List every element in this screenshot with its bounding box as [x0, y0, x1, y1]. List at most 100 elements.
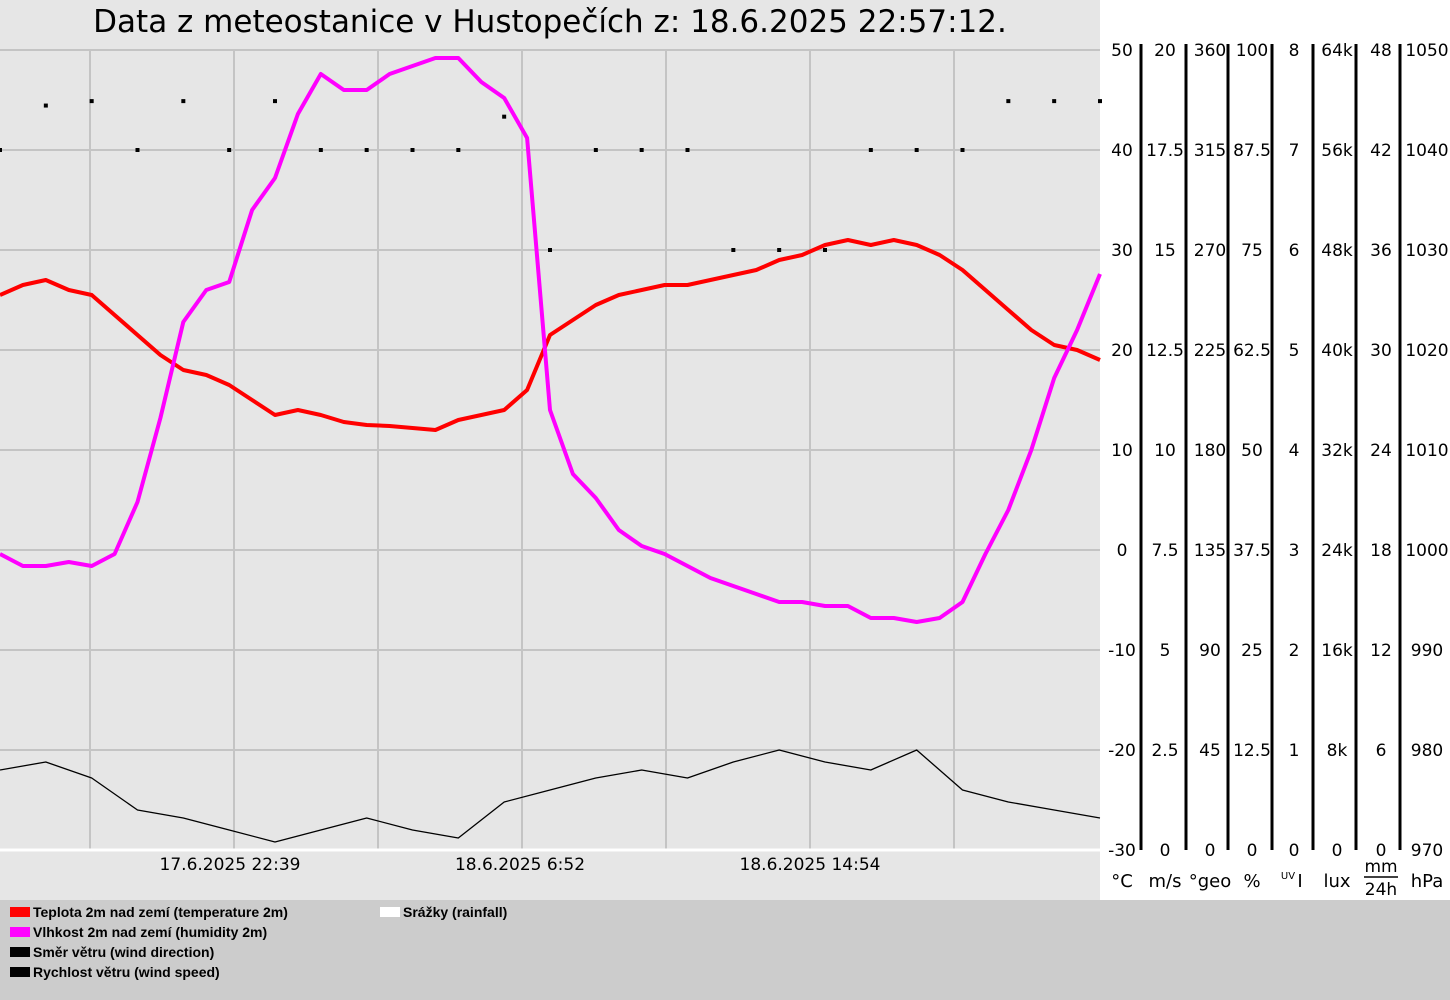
legend-label-wind-speed: Rychlost větru (wind speed): [33, 964, 220, 980]
axis-tick-label: 1000: [1405, 541, 1448, 561]
axis-unit-label: m/s: [1149, 871, 1182, 892]
series-point: [89, 99, 94, 104]
axis-tick-label: 45: [1199, 741, 1221, 761]
series-point: [777, 248, 782, 252]
axis-tick-label: 0: [1289, 841, 1300, 861]
axis-tick-label: 0: [1160, 841, 1171, 861]
legend-label-rainfall: Srážky (rainfall): [403, 904, 508, 920]
axis-tick-label: -20: [1108, 741, 1136, 761]
axis-tick-label: 0: [1205, 841, 1216, 861]
axis-tick-label: 40: [1111, 141, 1133, 161]
axis-tick-label: -10: [1108, 641, 1136, 661]
axis-tick-label: 42: [1370, 141, 1392, 161]
axis-tick-label: 2: [1289, 641, 1300, 661]
series-point: [593, 148, 598, 152]
series-point: [410, 148, 415, 152]
axis-tick-label: 180: [1194, 441, 1226, 461]
axis-unit-label: %: [1243, 871, 1260, 892]
series-point: [318, 148, 323, 152]
axis-tick-label: 37.5: [1233, 541, 1271, 561]
series-point: [273, 99, 277, 104]
legend-label-humidity: Vlhkost 2m nad zemí (humidity 2m): [33, 924, 268, 940]
axis-tick-label: 10: [1111, 441, 1133, 461]
series-point: [181, 99, 186, 104]
axis-tick-label: 48: [1370, 41, 1392, 61]
axis-tick-label: 4: [1289, 441, 1300, 461]
series-line: [0, 749, 1101, 843]
axis-tick-label: 20: [1154, 41, 1176, 61]
axis-tick-label: 12: [1370, 641, 1392, 661]
axis-unit-label-sup: UV: [1281, 871, 1295, 882]
axis-tick-label: 8: [1289, 41, 1300, 61]
axis-scale-panel: [1100, 0, 1450, 900]
legend-swatch-humidity: [10, 927, 30, 937]
series-point: [914, 148, 919, 152]
axis-unit-label: °C: [1111, 871, 1133, 892]
series-point: [227, 148, 232, 152]
axis-unit-label: °geo: [1189, 871, 1232, 892]
axis-tick-label: 0: [1117, 541, 1128, 561]
series-point: [1006, 99, 1011, 104]
axis-tick-label: 17.5: [1146, 141, 1184, 161]
series-point: [456, 148, 461, 152]
axis-unit-label: lux: [1323, 871, 1350, 892]
axis-tick-label: 56k: [1321, 141, 1353, 161]
series-line: [0, 238, 1101, 432]
axis-tick-label: 1010: [1405, 441, 1448, 461]
meteo-chart: 17.6.2025 22:39 18.6.2025 6:52 18.6.2025 1…: [0, 41, 1449, 900]
axis-unit-label-bottom: 24h: [1365, 880, 1397, 900]
axis-tick-label: 5: [1289, 341, 1300, 361]
axis-tick-label: 100: [1236, 41, 1268, 61]
axis-tick-label: 62.5: [1233, 341, 1271, 361]
axis-tick-label: 135: [1194, 541, 1226, 561]
legend-swatch-wind-direction: [10, 947, 30, 957]
axis-tick-label: 225: [1194, 341, 1226, 361]
axis-tick-label: 2.5: [1151, 741, 1178, 761]
axis-tick-label: 3: [1289, 541, 1300, 561]
axis-tick-label: 30: [1111, 241, 1133, 261]
axis-tick-label: 1040: [1405, 141, 1448, 161]
axis-tick-label: 7.5: [1151, 541, 1178, 561]
series-point: [639, 148, 644, 152]
axis-tick-label: 12.5: [1233, 741, 1271, 761]
legend-item-humidity: Vlhkost 2m nad zemí (humidity 2m): [10, 924, 267, 940]
axis-unit-label-top: mm: [1364, 857, 1397, 877]
chart-axes: 17.6.2025 22:39 18.6.2025 6:52 18.6.2025 1…: [160, 41, 1449, 900]
legend-swatch-rainfall: [380, 907, 400, 917]
axis-tick-label: 40k: [1321, 341, 1353, 361]
axis-tick-label: 15: [1154, 241, 1176, 261]
axis-tick-label: 980: [1411, 741, 1443, 761]
axis-tick-label: 360: [1194, 41, 1226, 61]
series-point: [548, 248, 552, 252]
axis-tick-label: 24k: [1321, 541, 1353, 561]
axis-tick-label: 315: [1194, 141, 1226, 161]
axis-tick-label: 8k: [1327, 741, 1348, 761]
axis-tick-label: 87.5: [1233, 141, 1271, 161]
legend-item-rainfall: Srážky (rainfall): [380, 904, 507, 920]
legend-swatch-wind-speed: [10, 967, 30, 977]
axis-tick-label: 990: [1411, 641, 1443, 661]
series-point: [364, 148, 369, 152]
axis-tick-label: 1020: [1405, 341, 1448, 361]
legend-swatch-temperature: [10, 907, 30, 917]
series-point: [1052, 99, 1057, 104]
axis-tick-label: 5: [1160, 641, 1171, 661]
chart-title: Data z meteostanice v Hustopečích z: 18.…: [93, 4, 1007, 40]
legend-item-wind-speed: Rychlost větru (wind speed): [10, 964, 220, 980]
axis-tick-label: 30: [1370, 341, 1392, 361]
axis-tick-label: 270: [1194, 241, 1226, 261]
axis-tick-label: 48k: [1321, 241, 1353, 261]
series-point: [823, 248, 827, 252]
series-point: [502, 114, 507, 119]
time-label: 17.6.2025 22:39: [160, 855, 301, 875]
axis-tick-label: 50: [1111, 41, 1133, 61]
axis-tick-label: 90: [1199, 641, 1221, 661]
axis-tick-label: 32k: [1321, 441, 1353, 461]
axis-tick-label: 64k: [1321, 41, 1353, 61]
legend-label-wind-direction: Směr větru (wind direction): [33, 944, 215, 960]
legend-item-temperature: Teplota 2m nad zemí (temperature 2m): [10, 904, 288, 920]
series-point: [0, 148, 2, 152]
series-point: [1098, 99, 1102, 104]
series-point: [960, 148, 965, 152]
axis-unit-label: hPa: [1411, 871, 1443, 892]
